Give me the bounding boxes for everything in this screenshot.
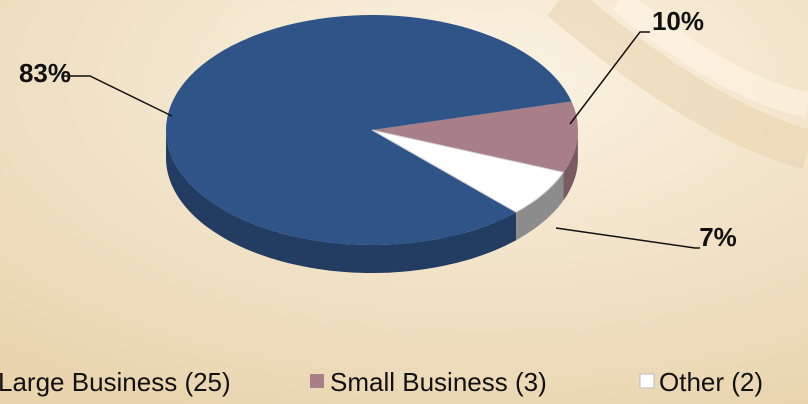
chart-legend: Large Business (25) Small Business (3) Oth… <box>0 367 763 397</box>
legend-label-2: Other (2) <box>659 367 763 397</box>
slice-percent-label-1: 10% <box>652 6 704 36</box>
pie-side-2 <box>516 172 564 241</box>
pie-slice-0 <box>165 15 572 246</box>
pie-side-0 <box>166 130 517 273</box>
leader-line-1 <box>569 31 650 125</box>
legend-label-0: Large Business (25) <box>0 367 231 397</box>
legend-marker-2 <box>639 373 655 389</box>
leader-line-0 <box>62 75 173 117</box>
slice-percent-label-0: 83% <box>19 58 71 88</box>
legend-label-1: Small Business (3) <box>330 367 547 397</box>
legend-marker-1 <box>310 374 324 388</box>
pie-slice-1 <box>372 101 578 173</box>
pie-slice-2 <box>371 129 565 213</box>
slice-percent-label-2: 7% <box>699 222 737 252</box>
pie-side-1 <box>563 133 578 201</box>
leader-line-2 <box>555 227 700 249</box>
